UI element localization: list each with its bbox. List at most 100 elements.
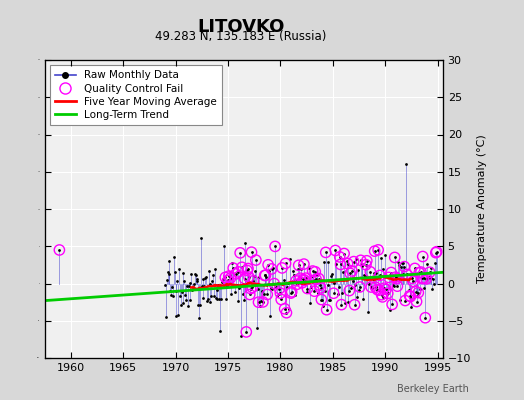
Point [259,291,268,297]
Point [412,298,421,305]
Point [382,286,390,293]
Point [275,285,283,292]
Point [184,283,193,289]
Point [298,280,307,286]
Point [246,291,254,298]
Point [185,296,194,303]
Point [275,291,283,297]
Text: 49.283 N, 135.183 E (Russia): 49.283 N, 135.183 E (Russia) [155,30,327,43]
Point [228,260,236,267]
Point [236,250,244,256]
Point [311,268,320,275]
Point [195,315,203,321]
Point [161,282,169,288]
Point [241,240,249,246]
Point [276,290,285,296]
Point [308,273,316,280]
Point [176,292,184,299]
Point [348,268,356,274]
Point [343,260,352,267]
Legend: Raw Monthly Data, Quality Control Fail, Five Year Moving Average, Long-Term Tren: Raw Monthly Data, Quality Control Fail, … [50,65,222,125]
Point [419,275,428,282]
Point [394,259,402,265]
Point [332,261,341,267]
Point [283,284,291,290]
Point [299,276,307,283]
Point [316,285,325,291]
Point [390,282,398,289]
Point [399,260,408,266]
Point [352,256,361,262]
Point [254,299,263,305]
Point [391,274,400,280]
Point [233,298,242,304]
Point [180,278,189,284]
Point [212,294,220,301]
Point [169,292,177,299]
Point [214,282,223,288]
Point [229,265,237,271]
Point [165,271,173,277]
Point [280,306,289,312]
Point [260,272,269,279]
Point [351,302,359,308]
Point [247,249,256,255]
Point [165,258,173,264]
Point [267,285,275,291]
Point [359,296,367,302]
Point [420,285,429,291]
Point [330,290,338,296]
Point [398,271,407,278]
Point [419,275,428,282]
Point [410,294,418,301]
Point [260,272,269,279]
Point [343,260,352,267]
Point [261,272,270,278]
Point [358,261,367,268]
Point [167,291,176,298]
Point [199,295,207,301]
Point [322,306,331,313]
Point [370,248,379,254]
Point [245,274,253,280]
Point [301,277,309,284]
Point [432,250,440,256]
Point [316,285,325,291]
Point [406,293,414,300]
Point [424,275,432,281]
Point [230,282,238,288]
Point [351,282,359,288]
Point [392,276,401,282]
Point [232,271,240,277]
Point [310,288,319,294]
Point [393,283,401,289]
Point [267,266,276,272]
Point [396,297,404,303]
Point [217,279,226,286]
Point [317,296,325,303]
Point [288,289,296,295]
Point [287,290,295,296]
Point [221,274,230,280]
Point [372,284,380,290]
Point [413,293,422,299]
Point [290,272,299,278]
Point [329,277,337,284]
Point [266,312,274,319]
Point [370,248,379,254]
Point [344,299,353,305]
Point [225,273,233,279]
Point [382,286,390,293]
Point [243,267,252,274]
Point [271,243,279,250]
Point [162,277,171,283]
Point [238,264,246,270]
Point [282,310,291,316]
Point [300,261,308,267]
Point [288,289,296,295]
Point [383,290,391,297]
Point [256,302,265,309]
Point [262,274,270,280]
Point [363,258,371,264]
Point [55,247,63,253]
